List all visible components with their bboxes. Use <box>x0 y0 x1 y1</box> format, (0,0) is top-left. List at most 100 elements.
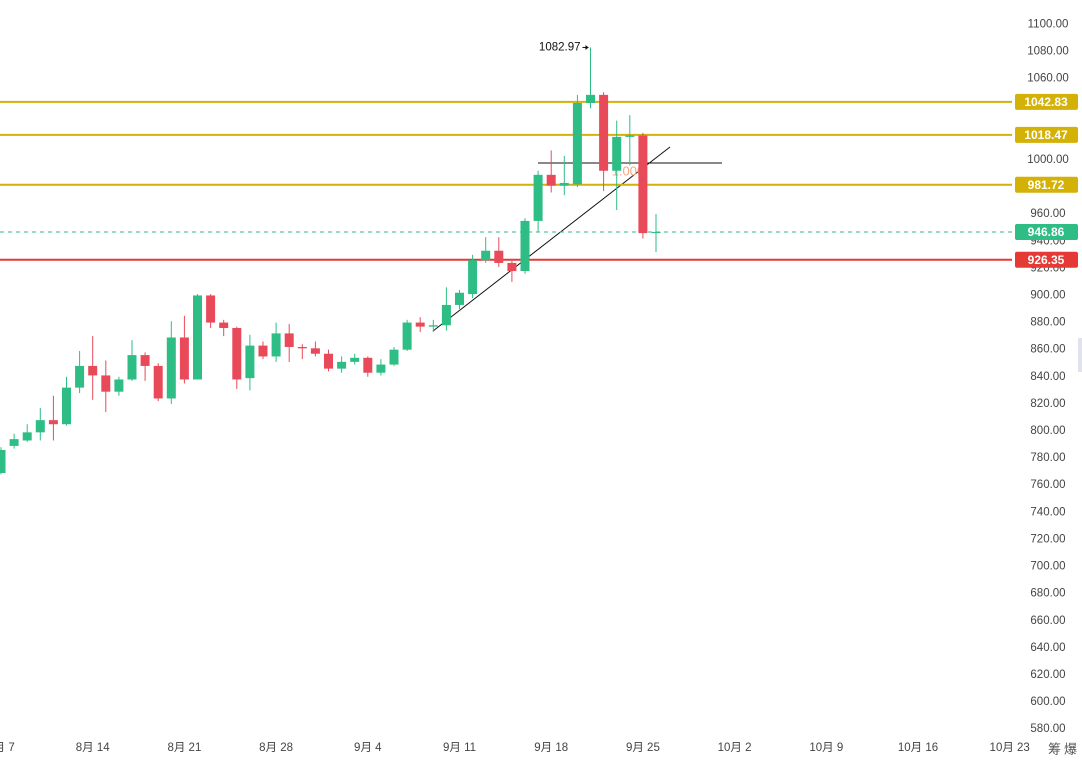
y-tick-label: 1000.00 <box>1027 154 1069 166</box>
candle-body <box>507 262 517 272</box>
y-tick-label: 860.00 <box>1030 344 1065 356</box>
candle-body <box>324 353 333 369</box>
x-tick-label: 8月 14 <box>76 742 110 754</box>
candle-body <box>62 387 71 425</box>
candle-body <box>101 375 111 392</box>
y-tick-label: 1100.00 <box>1028 18 1069 30</box>
candle-body <box>455 292 464 305</box>
candle-body <box>153 365 163 399</box>
candle-body <box>258 345 268 357</box>
price-level-label: 981.72 <box>1028 178 1065 192</box>
toolbar-button[interactable]: 筹 <box>1048 741 1061 756</box>
x-tick-label: 10月 2 <box>718 742 752 754</box>
candle-body <box>572 103 582 185</box>
candle-body <box>140 355 150 366</box>
candle-body <box>481 250 491 261</box>
price-level-box <box>1015 93 1078 110</box>
x-tick-label: 9月 11 <box>443 742 476 754</box>
candle-body <box>9 439 19 446</box>
y-tick-label: 640.00 <box>1030 642 1065 654</box>
candle-body <box>468 260 478 295</box>
candle-body <box>402 322 412 350</box>
candle-body <box>206 295 216 323</box>
y-tick-label: 600.00 <box>1030 696 1065 708</box>
candle-body <box>350 357 360 362</box>
candle-body <box>22 432 32 441</box>
side-tab[interactable] <box>1078 338 1082 372</box>
y-tick-label: 880.00 <box>1030 317 1065 329</box>
candle-body <box>441 304 451 326</box>
y-tick-label: 660.00 <box>1030 615 1065 627</box>
y-tick-label: 620.00 <box>1030 669 1065 681</box>
candle-body <box>284 333 294 347</box>
x-tick-label: 8月 28 <box>259 742 293 754</box>
candle-body <box>546 174 556 186</box>
y-tick-label: 720.00 <box>1030 533 1065 545</box>
candle-body <box>114 379 124 392</box>
price-level-box <box>1015 126 1078 143</box>
candle-body <box>232 327 242 380</box>
candle-body <box>127 355 137 380</box>
y-tick-label: 580.00 <box>1030 723 1065 735</box>
candle-body <box>179 337 189 380</box>
y-tick-label: 740.00 <box>1030 506 1065 518</box>
y-tick-label: 1060.00 <box>1027 73 1069 85</box>
candle-body <box>625 135 635 137</box>
candle-body <box>245 345 255 379</box>
x-tick-label: 8月 21 <box>167 742 201 754</box>
trend-line <box>432 146 671 332</box>
candle-body <box>297 346 307 349</box>
candle-body <box>651 231 661 234</box>
price-level-box <box>1015 176 1078 193</box>
y-tick-label: 840.00 <box>1030 371 1065 383</box>
candle-body <box>88 365 98 376</box>
price-level-label: 946.86 <box>1028 225 1065 239</box>
candle-body <box>0 449 6 474</box>
y-tick-label: 900.00 <box>1030 289 1065 301</box>
x-tick-label: 10月 23 <box>990 742 1030 754</box>
y-tick-label: 680.00 <box>1030 588 1065 600</box>
price-level-label: 926.35 <box>1028 253 1065 267</box>
high-label: 1082.97 <box>539 42 581 54</box>
candle-body <box>337 361 347 369</box>
price-level-label: 1042.83 <box>1024 95 1068 109</box>
candle-body <box>75 365 85 388</box>
candle-body <box>586 94 595 104</box>
candle-body <box>389 349 399 365</box>
candle-body <box>310 348 320 354</box>
x-tick-label: 10月 9 <box>809 742 843 754</box>
candle-body <box>533 174 543 221</box>
y-tick-label: 960.00 <box>1030 208 1065 220</box>
candle-body <box>48 420 58 425</box>
candle-body <box>193 295 202 380</box>
candle-body <box>415 322 425 327</box>
candle-body <box>363 357 373 373</box>
x-tick-label: 9月 25 <box>626 742 660 754</box>
y-tick-label: 1080.00 <box>1027 46 1069 58</box>
price-level-box <box>1015 251 1078 268</box>
candle-body <box>612 136 622 171</box>
candle-body <box>376 364 386 373</box>
candle-body <box>638 135 648 234</box>
high-arrow-head <box>585 44 589 50</box>
y-tick-label: 820.00 <box>1030 398 1065 410</box>
candle-body <box>520 220 530 272</box>
x-tick-label: 10月 16 <box>898 742 938 754</box>
candle-body <box>219 322 229 328</box>
x-tick-label: 9月 18 <box>534 742 568 754</box>
x-tick-label: 8月 7 <box>0 742 15 754</box>
price-level-label: 1018.47 <box>1024 128 1068 142</box>
y-tick-label: 700.00 <box>1030 561 1065 573</box>
candle-body <box>166 337 176 399</box>
candle-body <box>559 182 569 186</box>
candle-body <box>494 250 504 263</box>
y-tick-label: 780.00 <box>1030 452 1065 464</box>
candle-body <box>428 325 438 327</box>
candle-body <box>271 333 281 357</box>
y-tick-label: 800.00 <box>1030 425 1065 437</box>
y-tick-label: 760.00 <box>1030 479 1065 491</box>
x-tick-label: 9月 4 <box>354 742 382 754</box>
toolbar-button[interactable]: 爆 <box>1064 741 1077 756</box>
candle-body <box>35 420 45 433</box>
